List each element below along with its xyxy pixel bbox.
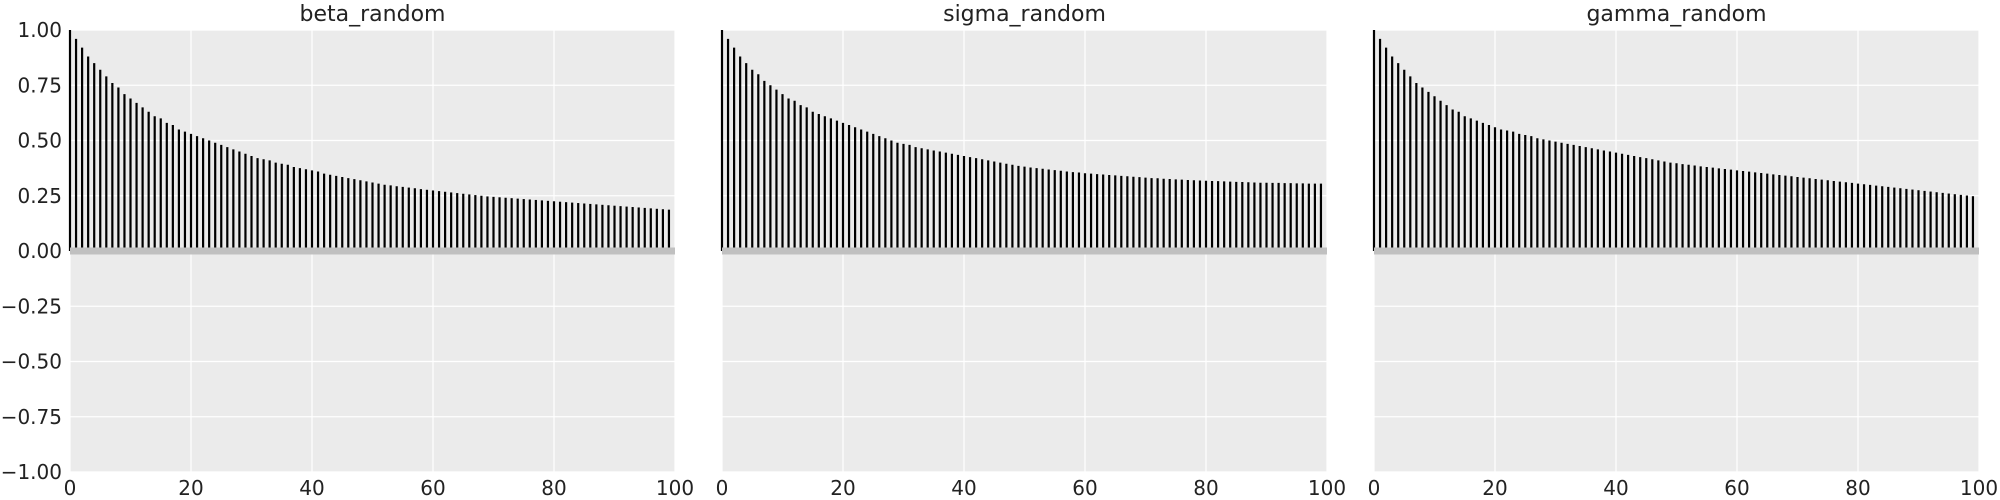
x-tick-label: 100 (1308, 476, 1346, 500)
chart-title: gamma_random (1586, 2, 1766, 27)
y-tick-label: −0.50 (1, 350, 62, 374)
x-tick-label: 40 (1603, 476, 1628, 500)
y-tick-label: −0.75 (1, 405, 62, 429)
x-tick-label: 40 (951, 476, 976, 500)
chart-panel-3: gamma_random 0 20 40 60 80 100 (1368, 2, 1998, 500)
x-tick-label: 100 (656, 476, 694, 500)
chart-title: beta_random (300, 2, 446, 27)
y-tick-label: −0.25 (1, 294, 62, 318)
chart-panel-1: beta_random 0 20 40 60 80 100 1.00 0.75 0.50 0.25 0… (1, 2, 694, 500)
chart-panel-2: sigma_random 0 20 40 60 80 100 (716, 2, 1346, 500)
x-tick-label: 60 (420, 476, 445, 500)
x-tick-label: 0 (1368, 476, 1381, 500)
y-tick-label: −1.00 (1, 460, 62, 484)
x-tick-label: 20 (178, 476, 203, 500)
x-tick-label: 80 (541, 476, 566, 500)
y-tick-label: 0.25 (17, 184, 62, 208)
y-tick-label: 0.00 (17, 239, 62, 263)
x-tick-label: 80 (1193, 476, 1218, 500)
y-tick-label: 1.00 (17, 18, 62, 42)
x-tick-label: 20 (830, 476, 855, 500)
x-tick-label: 60 (1724, 476, 1749, 500)
y-tick-label: 0.75 (17, 73, 62, 97)
x-tick-label: 20 (1482, 476, 1507, 500)
y-tick-label: 0.50 (17, 129, 62, 153)
x-tick-label: 100 (1960, 476, 1998, 500)
chart-title: sigma_random (943, 2, 1106, 27)
x-tick-label: 0 (716, 476, 729, 500)
x-tick-label: 80 (1845, 476, 1870, 500)
x-tick-label: 60 (1072, 476, 1097, 500)
x-tick-label: 40 (299, 476, 324, 500)
x-tick-label: 0 (64, 476, 77, 500)
